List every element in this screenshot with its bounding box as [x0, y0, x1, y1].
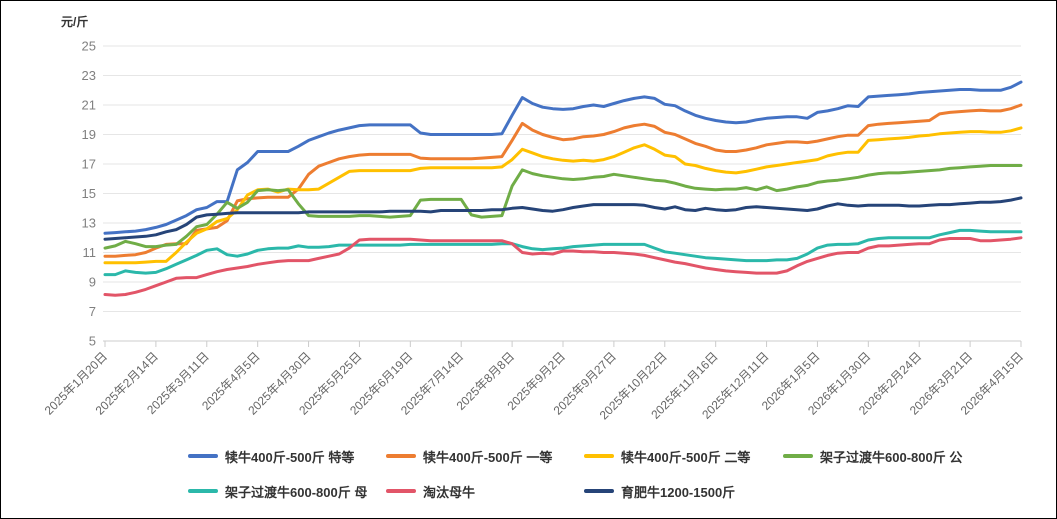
legend-item-犊牛400斤-500斤 一等[interactable]: 犊牛400斤-500斤 一等	[386, 447, 552, 465]
series-line-架子过渡牛600-800斤 母	[103, 228, 1023, 277]
legend-label: 架子过渡牛600-800斤 公	[820, 449, 963, 465]
legend-line-swatch	[188, 454, 218, 458]
legend-label: 犊牛400斤-500斤 二等	[621, 449, 751, 465]
y-tick-label: 11	[83, 245, 97, 260]
legend-line-swatch	[188, 489, 218, 493]
series-line-淘汰母牛	[103, 236, 1023, 297]
series-line-犊牛400斤-500斤 一等	[103, 103, 1023, 258]
legend-line-swatch	[783, 454, 813, 458]
y-tick-label: 9	[89, 275, 96, 290]
legend-label: 育肥牛1200-1500斤	[621, 484, 736, 500]
legend-item-犊牛400斤-500斤 特等[interactable]: 犊牛400斤-500斤 特等	[188, 447, 354, 465]
legend-label: 犊牛400斤-500斤 特等	[225, 449, 355, 465]
series-line-犊牛400斤-500斤 二等	[103, 126, 1023, 265]
y-axis-unit-label: 元/斤	[61, 15, 89, 29]
price-line-chart: 5 7 9 11 13 15 17 19 21 23 25 2025年1月20日2025年2月14日2…	[42, 39, 1026, 423]
legend-item-架子过渡牛600-800斤 公[interactable]: 架子过渡牛600-800斤 公	[783, 447, 962, 465]
legend-line-swatch	[386, 489, 416, 493]
y-tick-label: 21	[82, 98, 96, 113]
y-tick-label: 5	[89, 334, 96, 349]
series-line-犊牛400斤-500斤 特等	[103, 80, 1023, 235]
legend-label: 架子过渡牛600-800斤 母	[225, 484, 368, 500]
legend-label: 犊牛400斤-500斤 一等	[423, 449, 553, 465]
y-tick-label: 25	[82, 39, 96, 54]
y-axis-tick-labels: 5 7 9 11 13 15 17 19 21 23 25	[82, 39, 96, 349]
legend-line-swatch	[386, 454, 416, 458]
legend-line-swatch	[584, 454, 614, 458]
gridlines	[103, 45, 1021, 342]
legend-item-架子过渡牛600-800斤 母[interactable]: 架子过渡牛600-800斤 母	[188, 482, 367, 500]
legend-line-swatch	[584, 489, 614, 493]
legend-label: 淘汰母牛	[423, 484, 476, 500]
series-line-架子过渡牛600-800斤 公	[103, 164, 1023, 250]
series-line-育肥牛1200-1500斤	[103, 196, 1023, 241]
y-tick-label: 13	[82, 216, 96, 231]
y-tick-label: 17	[82, 157, 96, 172]
legend-item-淘汰母牛[interactable]: 淘汰母牛	[386, 482, 475, 500]
y-tick-label: 7	[89, 304, 96, 319]
x-axis-ticks	[104, 341, 1022, 347]
legend-item-育肥牛1200-1500斤[interactable]: 育肥牛1200-1500斤	[584, 482, 735, 500]
y-tick-label: 23	[82, 68, 96, 83]
x-axis-date-labels: 2025年1月20日2025年2月14日2025年3月11日2025年4月5日2…	[42, 349, 1026, 422]
y-tick-label: 19	[82, 127, 96, 142]
y-tick-label: 15	[82, 186, 96, 201]
legend-item-犊牛400斤-500斤 二等[interactable]: 犊牛400斤-500斤 二等	[584, 447, 750, 465]
